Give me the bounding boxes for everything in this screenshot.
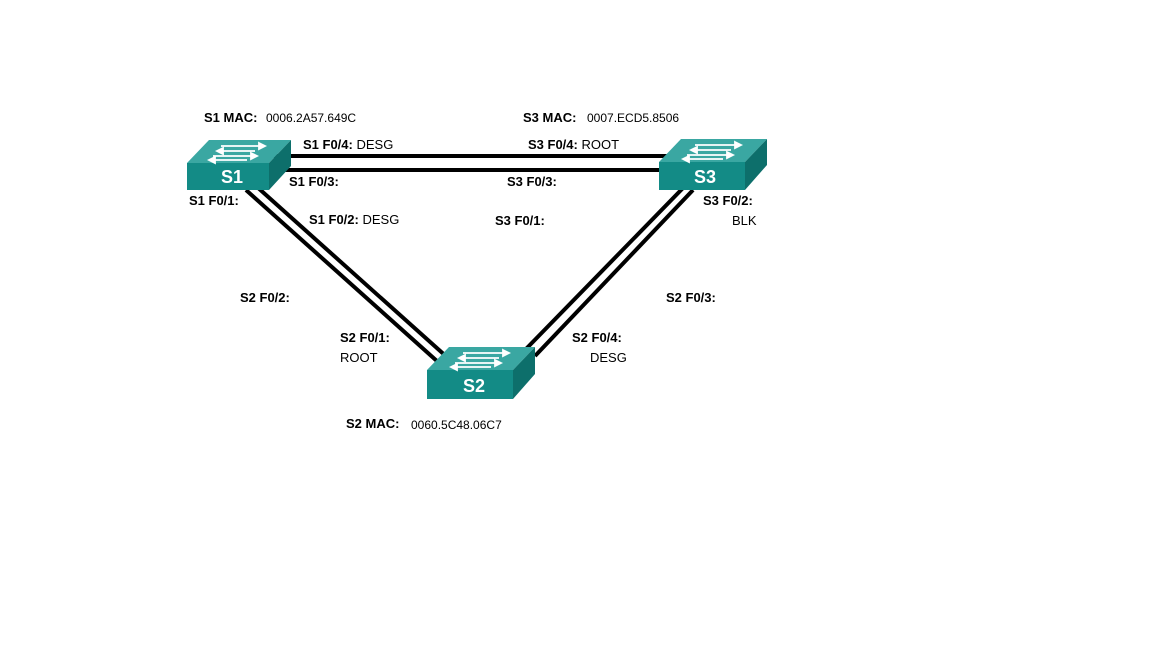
port-role-s2-f01: ROOT — [340, 350, 378, 365]
switch-s3-name: S3 — [694, 167, 716, 187]
switch-s1: S1 — [187, 140, 291, 190]
switch-s2: S2 — [427, 347, 535, 399]
s1-mac-label: S1 MAC: — [204, 110, 258, 125]
port-label-s2-f02: S2 F0/2: — [240, 290, 290, 305]
port-role: DESG — [362, 212, 400, 227]
switch-front — [659, 162, 745, 190]
port-id: S1 F0/2: — [309, 212, 359, 227]
link-s1-f01-s2-f02 — [244, 188, 440, 364]
port-label-s2-f01: S2 F0/1: — [340, 330, 390, 345]
port-label-s1-f02: S1 F0/2: DESG — [309, 212, 399, 227]
link-s3-f02-s2-f03 — [533, 188, 695, 358]
switch-s1-name: S1 — [221, 167, 243, 187]
s1-mac-value: 0006.2A57.649C — [266, 111, 357, 125]
link-s1-f02-s2-f01 — [254, 184, 450, 360]
s2-mac-value: 0060.5C48.06C7 — [411, 418, 502, 432]
link-s1-s3 — [266, 154, 668, 172]
switch-s2-name: S2 — [463, 376, 485, 396]
port-role: ROOT — [581, 137, 620, 152]
switch-front — [187, 163, 269, 190]
s3-mac-label: S3 MAC: — [523, 110, 577, 125]
port-label-s2-f03: S2 F0/3: — [666, 290, 716, 305]
switch-side — [269, 140, 291, 190]
port-label-s1-f01: S1 F0/1: — [189, 193, 239, 208]
s3-mac-value: 0007.ECD5.8506 — [587, 111, 680, 125]
port-id: S3 F0/4: — [528, 137, 578, 152]
port-label-s3-f03: S3 F0/3: — [507, 174, 557, 189]
switch-front — [427, 370, 513, 399]
link-s1-s2 — [244, 184, 450, 364]
switch-arrows-icon — [680, 140, 744, 164]
port-label-s3-f01: S3 F0/1: — [495, 213, 545, 228]
port-role-s2-f04: DESG — [590, 350, 627, 365]
port-id: S1 F0/4: — [303, 137, 353, 152]
port-role-s3-f02: BLK — [732, 213, 757, 228]
port-label-s2-f04: S2 F0/4: — [572, 330, 622, 345]
link-s3-s2 — [523, 186, 695, 358]
switch-side — [513, 347, 535, 399]
switch-s3: S3 — [659, 139, 767, 190]
port-label-s3-f04: S3 F0/4: ROOT — [528, 137, 619, 152]
port-label-s1-f04: S1 F0/4: DESG — [303, 137, 393, 152]
switch-arrows-icon — [448, 348, 512, 372]
link-s3-f01-s2-f04 — [523, 186, 685, 352]
switch-arrows-icon — [206, 141, 268, 165]
port-label-s3-f02: S3 F0/2: — [703, 193, 753, 208]
port-role: DESG — [356, 137, 394, 152]
switch-side — [745, 139, 767, 190]
port-label-s1-f03: S1 F0/3: — [289, 174, 339, 189]
s2-mac-label: S2 MAC: — [346, 416, 400, 431]
